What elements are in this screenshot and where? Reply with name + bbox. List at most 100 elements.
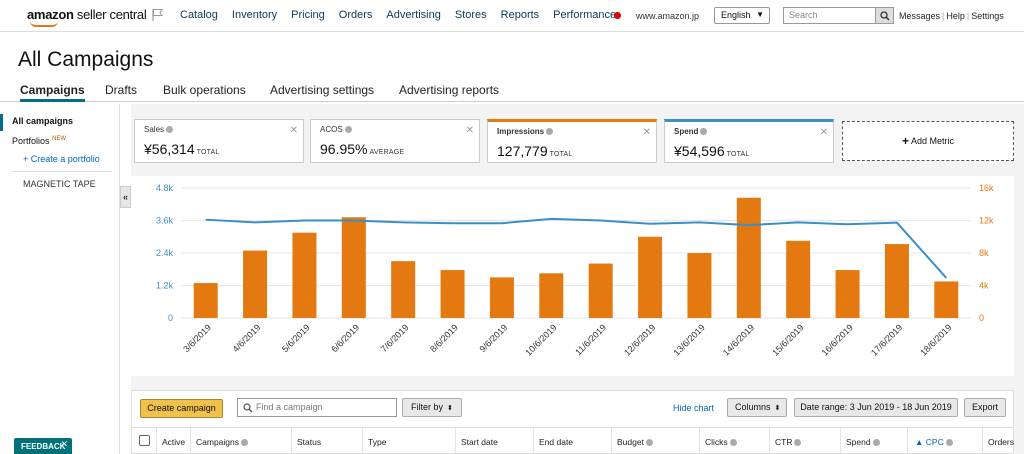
search-button[interactable] xyxy=(876,7,894,24)
impressions-bar xyxy=(292,232,317,318)
campaigns-table-panel: Create campaign Find a campaign Filter b… xyxy=(131,390,1014,454)
metric-card-impressions[interactable]: Impressions ✕ 127,779 TOTAL xyxy=(487,119,657,163)
impressions-bar xyxy=(489,277,514,318)
metric-value: ¥56,314 TOTAL xyxy=(144,141,220,157)
y-right-tick-label: 12k xyxy=(979,216,994,226)
metric-value: 96.95% AVERAGE xyxy=(320,141,405,157)
x-tick-label: 5/6/2019 xyxy=(280,322,312,354)
tab-advertising-reports[interactable]: Advertising reports xyxy=(399,83,500,97)
seller-central-logo[interactable]: amazon seller central xyxy=(27,7,147,22)
tab-bulk-operations[interactable]: Bulk operations xyxy=(163,83,246,97)
column-start-date[interactable]: Start date xyxy=(461,437,498,447)
account-links: Messages | Help | Settings xyxy=(899,11,1004,21)
column-divider xyxy=(840,428,841,454)
column-divider xyxy=(611,428,612,454)
column-campaigns[interactable]: Campaigns xyxy=(196,437,248,447)
tab-campaigns[interactable]: Campaigns xyxy=(20,83,85,102)
main-nav: Catalog Inventory Pricing Orders Adverti… xyxy=(180,9,630,21)
spend-line xyxy=(205,217,948,279)
close-icon[interactable]: ✕ xyxy=(819,127,828,138)
impressions-bar xyxy=(391,261,416,318)
tab-advertising-settings[interactable]: Advertising settings xyxy=(270,83,375,97)
sidebar-item-portfolios[interactable]: Portfolios NEW xyxy=(12,136,67,146)
impressions-bar xyxy=(539,273,564,318)
column-cpc[interactable]: ▲ CPC xyxy=(915,437,953,447)
info-icon xyxy=(729,439,737,446)
info-icon xyxy=(546,128,554,135)
create-campaign-button[interactable]: Create campaign xyxy=(140,399,223,418)
columns-button[interactable]: Columns ⬍ xyxy=(727,398,787,417)
impressions-bar xyxy=(341,217,366,318)
metric-card-spend[interactable]: Spend ✕ ¥54,596 TOTAL xyxy=(664,119,834,163)
metric-label: Spend xyxy=(674,127,708,136)
column-divider xyxy=(190,428,191,454)
date-range-button[interactable]: Date range: 3 Jun 2019 - 18 Jun 2019 xyxy=(794,398,958,417)
metric-label: Sales xyxy=(144,125,174,134)
nav-advertising[interactable]: Advertising xyxy=(386,9,441,21)
x-tick-label: 7/6/2019 xyxy=(379,322,411,354)
close-icon[interactable]: ✕ xyxy=(289,125,298,136)
column-clicks[interactable]: Clicks xyxy=(705,437,737,447)
x-tick-label: 18/6/2019 xyxy=(918,322,953,357)
x-tick-label: 4/6/2019 xyxy=(231,322,263,354)
table-header: Active Campaigns Status Type Start date … xyxy=(132,427,1014,454)
nav-performance[interactable]: Performance xyxy=(553,9,617,21)
help-link[interactable]: Help xyxy=(946,11,965,21)
y-left-tick-label: 2.4k xyxy=(156,248,174,258)
messages-link[interactable]: Messages xyxy=(899,11,941,21)
close-icon[interactable]: ✕ xyxy=(465,125,474,136)
nav-stores[interactable]: Stores xyxy=(454,9,487,21)
search-input[interactable]: Search xyxy=(783,7,876,24)
close-icon[interactable]: ✕ xyxy=(642,127,651,138)
column-type[interactable]: Type xyxy=(368,437,387,447)
x-tick-label: 3/6/2019 xyxy=(181,322,213,354)
column-status[interactable]: Status xyxy=(297,437,322,447)
close-icon[interactable]: ✕ xyxy=(60,439,68,449)
metric-card-acos[interactable]: ACOS ✕ 96.95% AVERAGE xyxy=(310,119,480,163)
x-tick-label: 17/6/2019 xyxy=(869,322,904,357)
add-metric-button[interactable]: + Add Metric xyxy=(842,121,1014,161)
info-icon xyxy=(344,126,352,133)
column-budget[interactable]: Budget xyxy=(617,437,653,447)
settings-link[interactable]: Settings xyxy=(971,11,1004,21)
impressions-bar xyxy=(193,283,218,318)
collapse-sidebar-button[interactable]: « xyxy=(120,186,131,208)
select-all-checkbox[interactable] xyxy=(139,435,150,446)
metric-label: Impressions xyxy=(497,127,554,136)
hide-chart-link[interactable]: Hide chart xyxy=(673,403,715,413)
active-indicator xyxy=(0,114,3,131)
x-tick-label: 11/6/2019 xyxy=(573,322,608,357)
find-campaign-input[interactable]: Find a campaign xyxy=(237,398,397,417)
metric-card-sales[interactable]: Sales ✕ ¥56,314 TOTAL xyxy=(134,119,304,163)
info-icon xyxy=(794,439,802,446)
column-end-date[interactable]: End date xyxy=(539,437,574,447)
create-portfolio-link[interactable]: + Create a portfolio xyxy=(23,154,100,164)
column-spend[interactable]: Spend xyxy=(846,437,880,447)
column-active[interactable]: Active xyxy=(162,437,186,447)
nav-orders[interactable]: Orders xyxy=(338,9,373,21)
sidebar-item-all-campaigns[interactable]: All campaigns xyxy=(12,116,74,126)
language-select[interactable]: English ▼ xyxy=(714,7,770,24)
column-orders[interactable]: Orders xyxy=(988,437,1014,447)
sidebar-item-magnetic-tape[interactable]: MAGNETIC TAPE xyxy=(23,179,96,189)
flag-icon[interactable] xyxy=(152,8,164,22)
column-ctr[interactable]: CTR xyxy=(775,437,802,447)
nav-inventory[interactable]: Inventory xyxy=(231,9,278,21)
nav-pricing[interactable]: Pricing xyxy=(291,9,325,21)
impressions-bar xyxy=(243,250,268,318)
metric-value: 127,779 TOTAL xyxy=(497,143,573,159)
metric-label: ACOS xyxy=(320,125,352,134)
nav-catalog[interactable]: Catalog xyxy=(180,9,218,21)
filter-by-button[interactable]: Filter by ⬍ xyxy=(402,398,462,417)
x-tick-label: 6/6/2019 xyxy=(329,322,361,354)
x-tick-label: 9/6/2019 xyxy=(477,322,509,354)
sidebar: All campaigns Portfolios NEW + Create a … xyxy=(0,104,120,454)
marketplace-domain[interactable]: www.amazon.jp xyxy=(636,11,700,21)
feedback-button[interactable]: FEEDBACK ✕ xyxy=(14,438,72,454)
search-icon xyxy=(880,11,890,21)
nav-reports[interactable]: Reports xyxy=(500,9,540,21)
tab-drafts[interactable]: Drafts xyxy=(105,83,138,97)
impressions-bar xyxy=(588,263,613,318)
performance-chart-panel: 0 1.2k 2.4k 3.6k 4.8k 0 4k 8k 12k 16k 3/6/2019 4/6/… xyxy=(131,176,1014,376)
export-button[interactable]: Export xyxy=(964,398,1006,417)
